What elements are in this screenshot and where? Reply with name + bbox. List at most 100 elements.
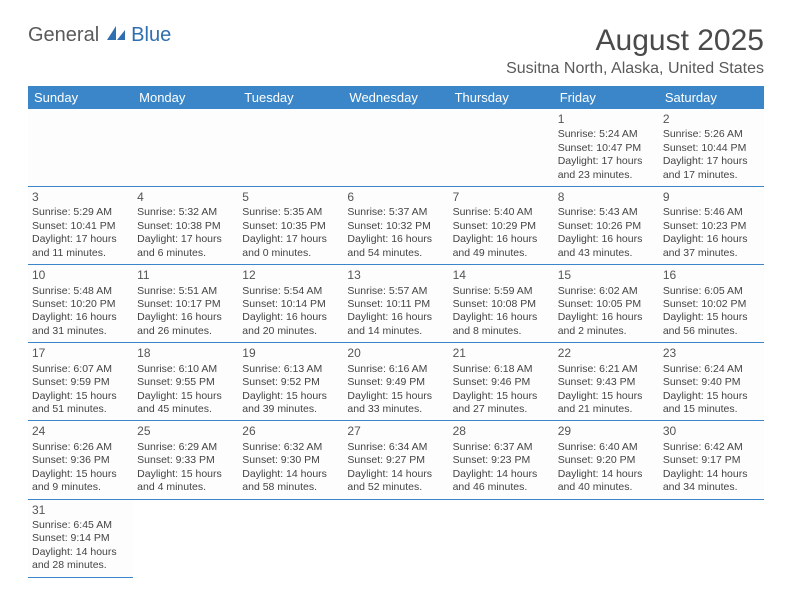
day-number: 7	[453, 190, 550, 205]
day-number: 21	[453, 346, 550, 361]
sunset-line: Sunset: 10:02 PM	[663, 298, 760, 311]
calendar-page: General Blue August 2025 Susitna North, …	[0, 0, 792, 588]
day-number: 1	[558, 112, 655, 127]
daylight-line: Daylight: 15 hours and 21 minutes.	[558, 390, 655, 417]
day-cell: 27Sunrise: 6:34 AMSunset: 9:27 PMDayligh…	[343, 421, 448, 499]
day-cell: 20Sunrise: 6:16 AMSunset: 9:49 PMDayligh…	[343, 343, 448, 421]
day-cell: 30Sunrise: 6:42 AMSunset: 9:17 PMDayligh…	[659, 421, 764, 499]
daylight-line: Daylight: 16 hours and 20 minutes.	[242, 311, 339, 338]
sunset-line: Sunset: 9:14 PM	[32, 532, 129, 545]
daylight-line: Daylight: 15 hours and 9 minutes.	[32, 468, 129, 495]
day-number: 3	[32, 190, 129, 205]
weekday-header: Thursday	[449, 86, 554, 109]
sunset-line: Sunset: 10:47 PM	[558, 142, 655, 155]
daylight-line: Daylight: 14 hours and 58 minutes.	[242, 468, 339, 495]
sunrise-line: Sunrise: 5:48 AM	[32, 285, 129, 298]
empty-cell	[449, 109, 554, 187]
sunrise-line: Sunrise: 6:13 AM	[242, 363, 339, 376]
daylight-line: Daylight: 14 hours and 34 minutes.	[663, 468, 760, 495]
weekday-header: Tuesday	[238, 86, 343, 109]
day-number: 26	[242, 424, 339, 439]
calendar-row: 24Sunrise: 6:26 AMSunset: 9:36 PMDayligh…	[28, 421, 764, 499]
sunset-line: Sunset: 9:59 PM	[32, 376, 129, 389]
sunrise-line: Sunrise: 5:59 AM	[453, 285, 550, 298]
empty-cell	[133, 109, 238, 187]
day-cell: 15Sunrise: 6:02 AMSunset: 10:05 PMDaylig…	[554, 265, 659, 343]
daylight-line: Daylight: 15 hours and 27 minutes.	[453, 390, 550, 417]
day-number: 29	[558, 424, 655, 439]
weekday-header: Saturday	[659, 86, 764, 109]
daylight-line: Daylight: 16 hours and 43 minutes.	[558, 233, 655, 260]
day-cell: 11Sunrise: 5:51 AMSunset: 10:17 PMDaylig…	[133, 265, 238, 343]
calendar-row: 31Sunrise: 6:45 AMSunset: 9:14 PMDayligh…	[28, 499, 764, 577]
sunset-line: Sunset: 10:08 PM	[453, 298, 550, 311]
day-number: 6	[347, 190, 444, 205]
sunset-line: Sunset: 10:20 PM	[32, 298, 129, 311]
day-cell: 5Sunrise: 5:35 AMSunset: 10:35 PMDayligh…	[238, 187, 343, 265]
sunrise-line: Sunrise: 6:10 AM	[137, 363, 234, 376]
day-cell: 16Sunrise: 6:05 AMSunset: 10:02 PMDaylig…	[659, 265, 764, 343]
day-number: 11	[137, 268, 234, 283]
sunrise-line: Sunrise: 6:07 AM	[32, 363, 129, 376]
calendar-row: 1Sunrise: 5:24 AMSunset: 10:47 PMDayligh…	[28, 109, 764, 187]
daylight-line: Daylight: 17 hours and 6 minutes.	[137, 233, 234, 260]
header-row: General Blue August 2025 Susitna North, …	[28, 24, 764, 78]
sunrise-line: Sunrise: 6:16 AM	[347, 363, 444, 376]
calendar-body: 1Sunrise: 5:24 AMSunset: 10:47 PM Dayligh…	[28, 109, 764, 577]
day-number: 25	[137, 424, 234, 439]
empty-cell	[28, 109, 133, 187]
weekday-header: Wednesday	[343, 86, 448, 109]
daylight-line: Daylight: 15 hours and 15 minutes.	[663, 390, 760, 417]
sunset-line: Sunset: 10:11 PM	[347, 298, 444, 311]
weekday-header: Friday	[554, 86, 659, 109]
sunrise-line: Sunrise: 5:24 AM	[558, 128, 655, 141]
sunset-line: Sunset: 10:14 PM	[242, 298, 339, 311]
empty-cell	[343, 109, 448, 187]
brand-sail-icon	[105, 24, 127, 47]
daylight-line: Daylight: 15 hours and 4 minutes.	[137, 468, 234, 495]
empty-cell	[133, 499, 238, 577]
sunrise-line: Sunrise: 6:18 AM	[453, 363, 550, 376]
day-cell: 14Sunrise: 5:59 AMSunset: 10:08 PMDaylig…	[449, 265, 554, 343]
day-cell: 2Sunrise: 5:26 AMSunset: 10:44 PMDayligh…	[659, 109, 764, 187]
sunset-line: Sunset: 9:40 PM	[663, 376, 760, 389]
day-number: 14	[453, 268, 550, 283]
day-cell: 29Sunrise: 6:40 AMSunset: 9:20 PMDayligh…	[554, 421, 659, 499]
sunset-line: Sunset: 9:23 PM	[453, 454, 550, 467]
day-cell: 22Sunrise: 6:21 AMSunset: 9:43 PMDayligh…	[554, 343, 659, 421]
daylight-line: Daylight: 16 hours and 26 minutes.	[137, 311, 234, 338]
day-cell: 3Sunrise: 5:29 AMSunset: 10:41 PMDayligh…	[28, 187, 133, 265]
sunset-line: Sunset: 10:05 PM	[558, 298, 655, 311]
sunrise-line: Sunrise: 6:24 AM	[663, 363, 760, 376]
sunset-line: Sunset: 9:27 PM	[347, 454, 444, 467]
sunrise-line: Sunrise: 6:34 AM	[347, 441, 444, 454]
calendar-table: Sunday Monday Tuesday Wednesday Thursday…	[28, 86, 764, 578]
day-cell: 1Sunrise: 5:24 AMSunset: 10:47 PMDayligh…	[554, 109, 659, 187]
sunrise-line: Sunrise: 5:54 AM	[242, 285, 339, 298]
day-number: 12	[242, 268, 339, 283]
sunset-line: Sunset: 10:38 PM	[137, 220, 234, 233]
day-number: 13	[347, 268, 444, 283]
empty-cell	[554, 499, 659, 577]
daylight-line: Daylight: 15 hours and 51 minutes.	[32, 390, 129, 417]
day-number: 24	[32, 424, 129, 439]
sunrise-line: Sunrise: 5:32 AM	[137, 206, 234, 219]
sunrise-line: Sunrise: 5:29 AM	[32, 206, 129, 219]
empty-cell	[659, 499, 764, 577]
empty-cell	[238, 109, 343, 187]
daylight-line: Daylight: 17 hours and 11 minutes.	[32, 233, 129, 260]
daylight-line: Daylight: 16 hours and 54 minutes.	[347, 233, 444, 260]
sunrise-line: Sunrise: 6:42 AM	[663, 441, 760, 454]
sunset-line: Sunset: 10:26 PM	[558, 220, 655, 233]
daylight-line: Daylight: 16 hours and 14 minutes.	[347, 311, 444, 338]
day-number: 27	[347, 424, 444, 439]
day-number: 28	[453, 424, 550, 439]
day-number: 31	[32, 503, 129, 518]
sunset-line: Sunset: 9:43 PM	[558, 376, 655, 389]
sunset-line: Sunset: 9:36 PM	[32, 454, 129, 467]
day-cell: 23Sunrise: 6:24 AMSunset: 9:40 PMDayligh…	[659, 343, 764, 421]
day-number: 18	[137, 346, 234, 361]
day-cell: 4Sunrise: 5:32 AMSunset: 10:38 PMDayligh…	[133, 187, 238, 265]
sunset-line: Sunset: 9:49 PM	[347, 376, 444, 389]
daylight-line: Daylight: 14 hours and 46 minutes.	[453, 468, 550, 495]
